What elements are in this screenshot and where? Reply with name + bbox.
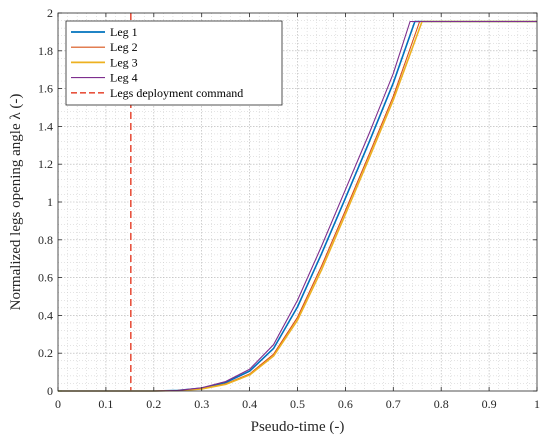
x-tick-labels: 0 0.1 0.2 0.3 0.4 0.5 0.6 0.7 0.8 0.9 1 (55, 397, 540, 411)
y-tick-label: 1.2 (38, 157, 53, 171)
x-tick-label: 1 (534, 397, 540, 411)
y-tick-label: 2 (47, 6, 53, 20)
legend-label: Leg 1 (110, 25, 138, 39)
y-tick-label: 1 (47, 195, 53, 209)
y-axis-label: Normalized legs opening angle λ (-) (8, 94, 24, 311)
x-tick-label: 0.5 (290, 397, 305, 411)
series-line-leg-4 (58, 20, 537, 392)
legend-label: Leg 2 (110, 40, 138, 54)
x-axis-label: Pseudo-time (-) (251, 419, 345, 435)
major-grid (58, 13, 537, 391)
y-tick-label: 0 (47, 384, 53, 398)
y-tick-label: 0.8 (38, 233, 53, 247)
y-tick-label: 0.4 (38, 308, 53, 322)
legend-label: Leg 4 (110, 71, 138, 85)
x-tick-label: 0.9 (482, 397, 497, 411)
x-tick-label: 0 (55, 397, 61, 411)
x-tick-label: 0.8 (434, 397, 449, 411)
x-tick-label: 0.2 (146, 397, 161, 411)
x-tick-label: 0.7 (386, 397, 401, 411)
y-tick-label: 0.6 (38, 271, 53, 285)
y-tick-label: 1.4 (38, 119, 53, 133)
legend-label: Leg 3 (110, 55, 138, 69)
series-lines (58, 20, 537, 392)
y-tick-label: 1.6 (38, 82, 53, 96)
x-tick-label: 0.4 (242, 397, 257, 411)
legend-label: Legs deployment command (110, 86, 243, 100)
y-tick-label: 0.2 (38, 346, 53, 360)
y-tick-label: 1.8 (38, 44, 53, 58)
x-tick-label: 0.3 (194, 397, 209, 411)
axis-ticks (57, 12, 538, 392)
x-tick-label: 0.1 (98, 397, 113, 411)
y-tick-labels: 0 0.2 0.4 0.6 0.8 1 1.2 1.4 1.6 1.8 2 (38, 6, 53, 398)
x-tick-label: 0.6 (338, 397, 353, 411)
